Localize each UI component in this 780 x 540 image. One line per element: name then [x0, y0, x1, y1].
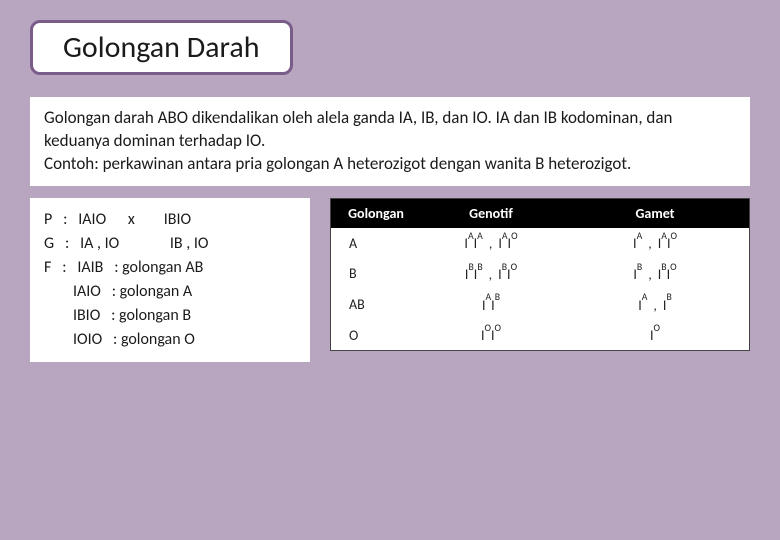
cell-gamet: IO — [561, 320, 749, 351]
cell-genotif: IAIB — [421, 289, 561, 320]
cell-golongan: B — [331, 258, 421, 289]
table-row: ABIAIBIA,IB — [331, 289, 749, 320]
cell-genotif: IAIA,IAIO — [421, 228, 561, 259]
paragraph-panel: Golongan darah ABO dikendalikan oleh ale… — [30, 97, 750, 186]
paragraph-text: Golongan darah ABO dikendalikan oleh ale… — [44, 107, 736, 176]
cell-gamet: IA,IB — [561, 289, 749, 320]
cell-golongan: O — [331, 320, 421, 351]
table-row: AIAIA,IAIOIA,IAIO — [331, 228, 749, 259]
cell-gamet: IA,IAIO — [561, 228, 749, 259]
genotype-table-wrap: Golongan Genotif Gamet AIAIA,IAIOIA,IAIO… — [330, 198, 750, 352]
table-row: BIBIB,IBIOIB,IBIO — [331, 258, 749, 289]
cell-golongan: A — [331, 228, 421, 259]
content-row: P : IAIO x IBIO G : IA , IO IB , IO F : … — [30, 198, 750, 362]
table-body: AIAIA,IAIOIA,IAIOBIBIB,IBIOIB,IBIOABIAIB… — [331, 228, 749, 351]
cell-golongan: AB — [331, 289, 421, 320]
th-gamet: Gamet — [561, 199, 749, 228]
title-box: Golongan Darah — [30, 20, 293, 75]
cell-gamet: IB,IBIO — [561, 258, 749, 289]
genotype-table: Golongan Genotif Gamet AIAIA,IAIOIA,IAIO… — [331, 199, 749, 351]
cell-genotif: IOIO — [421, 320, 561, 351]
cross-block: P : IAIO x IBIO G : IA , IO IB , IO F : … — [30, 198, 310, 362]
table-row: OIOIOIO — [331, 320, 749, 351]
th-genotif: Genotif — [421, 199, 561, 228]
th-golongan: Golongan — [331, 199, 421, 228]
cell-genotif: IBIB,IBIO — [421, 258, 561, 289]
page-title: Golongan Darah — [63, 29, 260, 66]
table-header-row: Golongan Genotif Gamet — [331, 199, 749, 228]
